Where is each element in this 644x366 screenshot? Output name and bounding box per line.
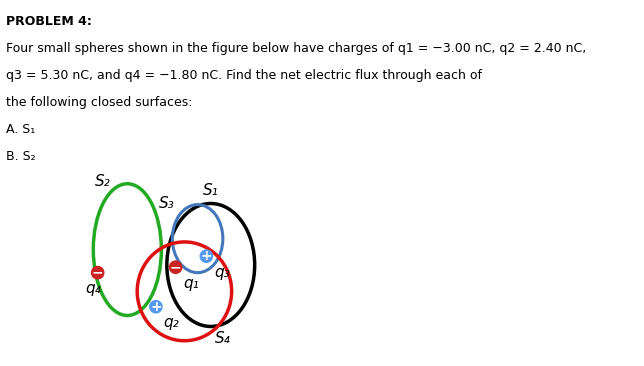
Text: S₂: S₂ — [95, 174, 111, 189]
Text: Four small spheres shown in the figure below have charges of q1 = −3.00 nC, q2 =: Four small spheres shown in the figure b… — [6, 42, 587, 55]
Text: q₂: q₂ — [164, 315, 179, 330]
Text: q₃: q₃ — [214, 265, 231, 280]
Text: PROBLEM 4:: PROBLEM 4: — [6, 15, 92, 28]
Text: −: − — [92, 266, 104, 280]
Text: the following closed surfaces:: the following closed surfaces: — [6, 96, 193, 109]
Text: q₁: q₁ — [184, 276, 199, 291]
Text: S₄: S₄ — [215, 331, 231, 346]
Text: q3 = 5.30 nC, and q4 = −1.80 nC. Find the net electric flux through each of: q3 = 5.30 nC, and q4 = −1.80 nC. Find th… — [6, 69, 482, 82]
Text: +: + — [150, 300, 162, 314]
Circle shape — [149, 300, 162, 313]
Text: −: − — [170, 260, 182, 274]
Text: A. S₁: A. S₁ — [6, 123, 35, 136]
Text: B. S₂: B. S₂ — [6, 149, 36, 163]
Text: S₁: S₁ — [203, 183, 219, 198]
Circle shape — [200, 250, 213, 262]
Text: +: + — [200, 249, 212, 263]
Circle shape — [169, 261, 182, 273]
Text: S₃: S₃ — [159, 196, 175, 211]
Text: q₄: q₄ — [86, 281, 101, 296]
Circle shape — [91, 266, 104, 279]
